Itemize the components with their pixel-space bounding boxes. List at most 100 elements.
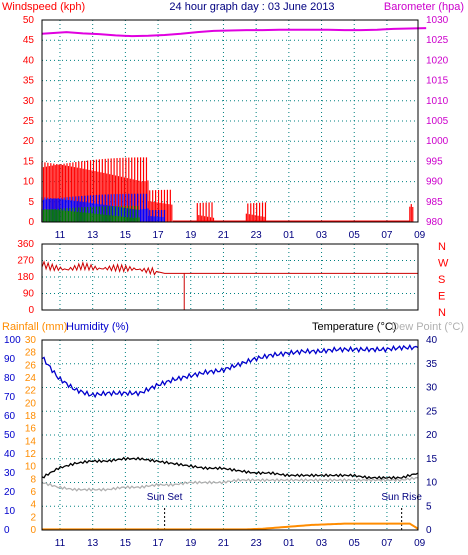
wind-ytick-2: 10 — [23, 177, 35, 188]
rain-ytick-13: 26 — [25, 360, 37, 371]
wind-frame — [41, 19, 419, 223]
temp-xtick-9: 05 — [349, 538, 361, 549]
humidity-axis-label: Humidity (%) — [66, 321, 129, 333]
compass-label-n-4: N — [438, 307, 446, 319]
hum-ytick-2: 20 — [4, 487, 16, 498]
wind-ytick-6: 30 — [23, 96, 35, 107]
temp-xtick-7: 01 — [283, 538, 295, 549]
dir-ytick-4: 360 — [17, 239, 34, 250]
baro-ytick-0: 980 — [426, 217, 443, 228]
wind-xtick-7: 01 — [283, 230, 295, 241]
dir-ytick-3: 270 — [17, 256, 34, 267]
wind-ytick-3: 15 — [23, 156, 35, 167]
rain-ytick-9: 18 — [25, 411, 37, 422]
compass-label-e-3: E — [438, 291, 445, 303]
temp-ytick-6: 30 — [426, 383, 438, 394]
hum-ytick-1: 10 — [4, 506, 16, 517]
rain-ytick-15: 30 — [25, 335, 37, 346]
rain-ytick-4: 8 — [30, 474, 36, 485]
temp-frame — [41, 339, 419, 531]
temp-xtick-10: 07 — [381, 538, 393, 549]
wind-xtick-3: 17 — [153, 230, 165, 241]
chart-panels: 0510152025303540455098098599099510001005… — [4, 15, 449, 549]
wind-ytick-8: 40 — [23, 55, 35, 66]
series-temperature-line — [41, 456, 419, 480]
temp-ytick-2: 10 — [426, 478, 438, 489]
compass-label-s-2: S — [438, 274, 445, 286]
wind-xtick-0: 11 — [55, 230, 66, 241]
hum-ytick-9: 90 — [4, 354, 16, 365]
series-barometer-line — [41, 27, 427, 38]
temp-xtick-6: 23 — [251, 538, 263, 549]
baro-ytick-7: 1015 — [426, 76, 449, 87]
rain-ytick-14: 28 — [25, 348, 37, 359]
temp-xtick-8: 03 — [316, 538, 328, 549]
annotation-label-0: Sun Set — [147, 492, 183, 503]
dir-ytick-1: 90 — [23, 289, 35, 300]
wind-xtick-2: 15 — [120, 230, 132, 241]
baro-ytick-8: 1020 — [426, 55, 449, 66]
dir-ytick-2: 180 — [17, 272, 34, 283]
temp-ytick-7: 35 — [426, 359, 438, 370]
temp-ytick-4: 20 — [426, 430, 438, 441]
wind-ytick-0: 0 — [28, 217, 34, 228]
rain-ytick-8: 16 — [25, 424, 37, 435]
rain-ytick-12: 24 — [25, 373, 37, 384]
temp-xtick-4: 19 — [185, 538, 197, 549]
hum-ytick-3: 30 — [4, 468, 16, 479]
dewpoint-axis-label: Dew Point (°C) — [391, 321, 464, 333]
series-wind-direction-line — [41, 260, 418, 276]
wind-ytick-9: 45 — [23, 35, 35, 46]
barometer-axis-label: Barometer (hpa) — [384, 1, 464, 13]
series-dew-point-line — [41, 476, 419, 492]
wind-xtick-5: 21 — [218, 230, 230, 241]
temp-xtick-3: 17 — [153, 538, 165, 549]
rain-ytick-3: 6 — [30, 487, 36, 498]
baro-ytick-3: 995 — [426, 156, 443, 167]
wind-ytick-5: 25 — [23, 116, 35, 127]
temp-ytick-5: 25 — [426, 406, 438, 417]
annotation-label-1: Sun Rise — [381, 492, 422, 503]
temp-xtick-2: 15 — [120, 538, 132, 549]
baro-ytick-2: 990 — [426, 177, 443, 188]
baro-ytick-5: 1005 — [426, 116, 449, 127]
windspeed-axis-label: Windspeed (kph) — [2, 1, 85, 13]
compass-label-n-0: N — [438, 241, 446, 253]
wind-ytick-1: 5 — [28, 197, 34, 208]
wind-xtick-6: 23 — [251, 230, 263, 241]
chart-title: 24 hour graph day : 03 June 2013 — [169, 1, 334, 13]
wind-ytick-10: 50 — [23, 15, 35, 26]
temp-ytick-8: 40 — [426, 335, 438, 346]
dir-ytick-0: 0 — [28, 305, 34, 316]
rain-ytick-10: 20 — [25, 398, 37, 409]
temperature-axis-label: Temperature (°C) — [312, 321, 396, 333]
wind-xtick-11: 09 — [414, 230, 426, 241]
hum-ytick-5: 50 — [4, 430, 16, 441]
baro-ytick-6: 1010 — [426, 96, 449, 107]
wind-xtick-8: 03 — [316, 230, 328, 241]
baro-ytick-10: 1030 — [426, 15, 449, 26]
rainfall-axis-label: Rainfall (mm) — [2, 321, 67, 333]
rain-ytick-2: 4 — [30, 500, 36, 511]
wind-xtick-1: 13 — [87, 230, 99, 241]
series-humidity-line — [41, 343, 419, 399]
hum-ytick-10: 100 — [4, 335, 21, 346]
baro-ytick-1: 985 — [426, 197, 443, 208]
temp-xtick-0: 11 — [55, 538, 66, 549]
wind-xtick-10: 07 — [381, 230, 393, 241]
hum-ytick-6: 60 — [4, 411, 16, 422]
hum-ytick-7: 70 — [4, 392, 16, 403]
temp-xtick-11: 09 — [414, 538, 426, 549]
dir-frame — [41, 243, 419, 311]
rain-ytick-11: 22 — [25, 386, 37, 397]
baro-ytick-9: 1025 — [426, 35, 449, 46]
wind-xtick-4: 19 — [185, 230, 197, 241]
temp-xtick-1: 13 — [87, 538, 99, 549]
wind-ytick-4: 20 — [23, 136, 35, 147]
wind-xtick-9: 05 — [349, 230, 361, 241]
series-rainfall-line — [42, 522, 419, 531]
baro-ytick-4: 1000 — [426, 136, 449, 147]
temp-xtick-5: 21 — [218, 538, 230, 549]
rain-ytick-0: 0 — [30, 525, 36, 536]
